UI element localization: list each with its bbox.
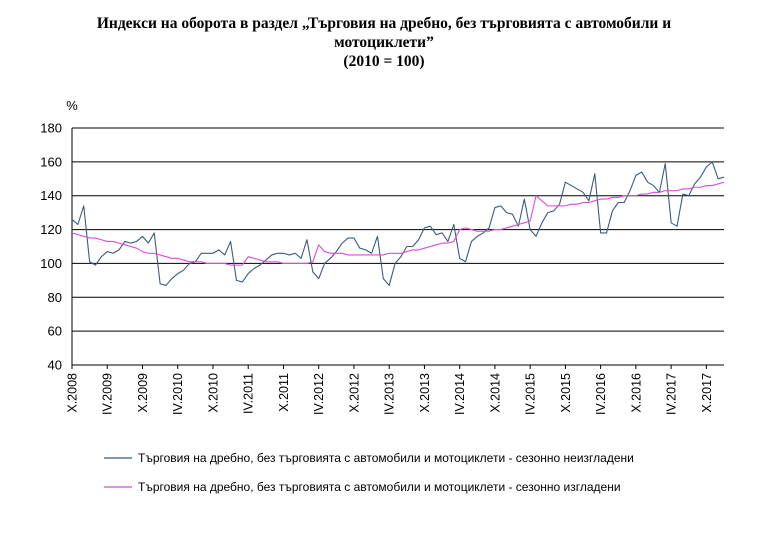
x-tick-label: X.2011 (277, 373, 291, 412)
x-tick-label: X.2015 (559, 373, 573, 413)
x-tick-label: IV.2015 (524, 373, 538, 415)
x-tick-label: X.2009 (136, 373, 150, 413)
chart-subtitle: (2010 = 100) (343, 53, 425, 70)
x-tick-label: IV.2014 (453, 373, 467, 415)
y-tick-label: 180 (40, 121, 62, 136)
x-tick-label: IV.2011 (242, 373, 256, 414)
x-axis: X.2008 IV.2009 X.2009 IV.2010 X.2010 IV.2011 X… (66, 365, 714, 415)
y-tick-label: 40 (48, 358, 62, 373)
x-tick-label: X.2013 (418, 373, 432, 413)
x-tick-label: X.2010 (206, 373, 220, 413)
chart-title-line2: мотоциклети” (334, 34, 434, 51)
x-tick-label: X.2014 (488, 373, 502, 413)
x-tick-label: X.2008 (66, 373, 80, 413)
y-tick-label: 140 (40, 188, 62, 203)
x-tick-label: X.2017 (700, 373, 714, 413)
y-tick-label: 160 (40, 154, 62, 169)
y-tick-label: 60 (48, 324, 62, 339)
series-line-unadjusted (71, 161, 725, 286)
y-axis-label: % (66, 98, 78, 113)
chart-title-block: Индекси на оборота в раздел „Търговия на… (0, 14, 768, 71)
y-tick-label: 100 (40, 256, 62, 271)
x-tick-label: X.2016 (629, 373, 643, 413)
x-tick-label: IV.2012 (312, 373, 326, 415)
legend-label: Търговия на дребно, без търговията с авт… (138, 480, 621, 494)
x-tick-label: IV.2009 (101, 373, 115, 415)
x-tick-label: IV.2016 (594, 373, 608, 415)
series-line-seasonally-adjusted (71, 181, 725, 266)
series-lines (71, 161, 725, 286)
legend-label: Търговия на дребно, без търговията с авт… (138, 451, 634, 465)
y-tick-label: 80 (48, 290, 62, 305)
legend: Търговия на дребно, без търговията с авт… (104, 451, 634, 494)
y-axis: 40 60 80 100 120 140 160 180% (40, 98, 78, 373)
x-tick-label: IV.2017 (665, 373, 679, 415)
y-tick-label: 120 (40, 222, 62, 237)
x-tick-label: IV.2010 (171, 373, 185, 415)
gridlines (72, 127, 724, 366)
chart-title: Индекси на оборота в раздел „Търговия на… (96, 15, 672, 32)
x-tick-label: X.2012 (347, 373, 361, 413)
x-tick-label: IV.2013 (383, 373, 397, 415)
